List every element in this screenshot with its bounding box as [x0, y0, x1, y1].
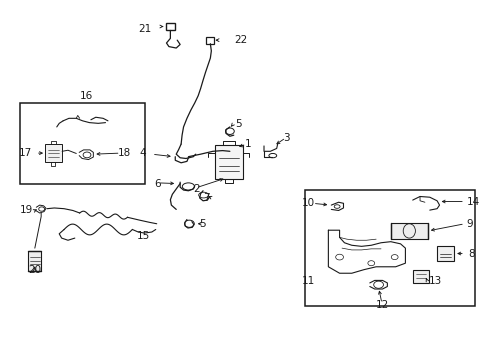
Text: 16: 16: [79, 91, 92, 101]
Text: 18: 18: [118, 148, 131, 158]
Bar: [28, 251, 41, 271]
Text: 21: 21: [138, 24, 152, 35]
Text: 4: 4: [140, 148, 146, 158]
Text: 20: 20: [28, 265, 41, 275]
Bar: [165, 23, 174, 31]
Bar: [20, 103, 144, 184]
Text: 5: 5: [234, 120, 241, 129]
Text: 13: 13: [428, 276, 441, 286]
Text: 19: 19: [20, 206, 33, 216]
Text: 3: 3: [283, 133, 289, 143]
Text: 8: 8: [467, 248, 473, 258]
Text: 6: 6: [154, 179, 161, 189]
Bar: [305, 190, 474, 306]
Text: 2: 2: [193, 184, 200, 194]
Text: 12: 12: [375, 300, 388, 310]
Bar: [44, 144, 62, 162]
Bar: [215, 145, 242, 179]
Bar: [436, 246, 453, 261]
Text: 17: 17: [19, 148, 32, 158]
Text: 7: 7: [203, 193, 209, 203]
Text: 10: 10: [302, 198, 315, 208]
Text: 1: 1: [244, 139, 251, 149]
Text: 11: 11: [301, 276, 315, 286]
Text: 22: 22: [234, 35, 247, 45]
Text: 9: 9: [466, 219, 472, 229]
Text: 14: 14: [466, 197, 479, 207]
Text: 15: 15: [137, 231, 150, 240]
Text: 5: 5: [199, 219, 206, 229]
Bar: [412, 270, 428, 283]
Bar: [206, 37, 214, 44]
Bar: [390, 223, 427, 239]
